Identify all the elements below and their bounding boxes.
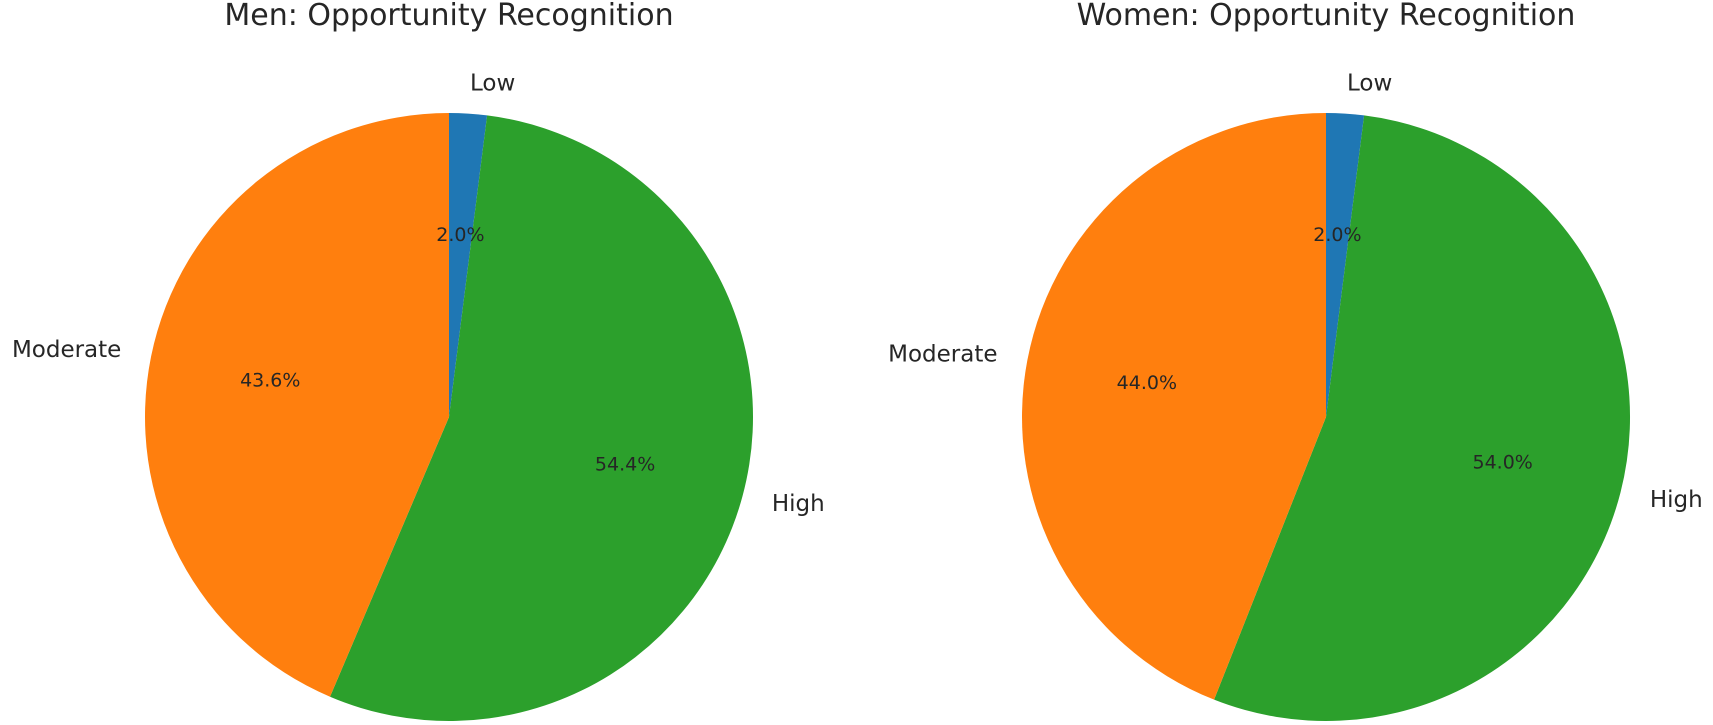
men-pct-low: 2.0% <box>436 224 484 246</box>
women-label-moderate: Moderate <box>888 341 997 367</box>
men-pie-chart: Men: Opportunity Recognition Low 2.0% High… <box>12 0 825 722</box>
women-pie-chart: Women: Opportunity Recognition Low 2.0% Hi… <box>888 0 1703 722</box>
women-slice-moderate <box>1022 113 1326 700</box>
men-pct-high: 54.4% <box>595 454 655 476</box>
men-label-high: High <box>772 491 825 517</box>
men-pie-labels: Low 2.0% High 54.4% Moderate 43.6% <box>12 70 825 517</box>
women-pct-moderate: 44.0% <box>1117 372 1177 394</box>
men-pct-moderate: 43.6% <box>240 370 300 392</box>
women-slice-low <box>1326 113 1365 417</box>
women-slice-high <box>1214 115 1631 722</box>
women-label-low: Low <box>1347 70 1392 96</box>
women-pie-labels: Low 2.0% High 54.0% Moderate 44.0% <box>888 70 1703 513</box>
men-chart-title: Men: Opportunity Recognition <box>224 0 673 33</box>
men-slice-moderate <box>144 113 450 697</box>
women-label-high: High <box>1650 487 1703 513</box>
men-slice-low <box>449 113 488 417</box>
men-slice-high <box>330 115 754 722</box>
men-pie-slices <box>144 113 754 722</box>
women-pie-slices <box>1022 113 1631 722</box>
women-pct-low: 2.0% <box>1313 224 1361 246</box>
women-chart-title: Women: Opportunity Recognition <box>1077 0 1576 33</box>
men-label-low: Low <box>470 70 515 96</box>
women-pct-high: 54.0% <box>1472 451 1532 473</box>
men-label-moderate: Moderate <box>12 337 121 363</box>
